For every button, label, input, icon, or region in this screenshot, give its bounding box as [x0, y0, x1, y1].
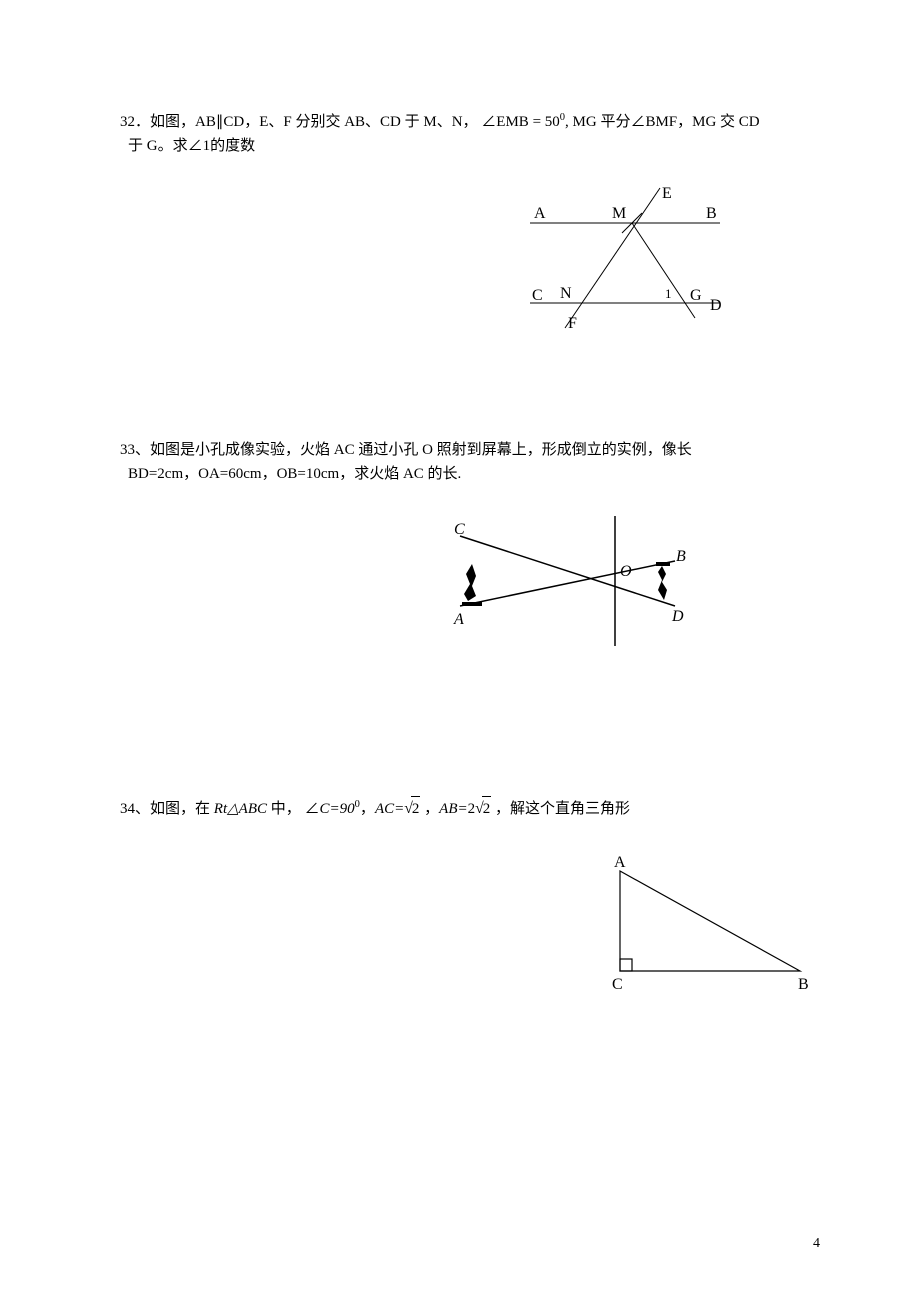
problem-33-text: 33、如图是小孔成像实验，火焰 AC 通过小孔 O 照射到屏幕上，形成倒立的实例…: [120, 438, 820, 486]
p34-k: ，: [420, 801, 439, 817]
p32-text-a: 如图，AB∥CD，E、F 分别交 AB、CD 于 M、N， ∠: [150, 114, 496, 130]
p32-num: 32．: [120, 114, 150, 130]
p34-ABC: ABC: [239, 801, 267, 817]
p33-num: 33、: [120, 442, 150, 458]
p34-C90: C=90: [320, 801, 355, 817]
page: 32．如图，AB∥CD，E、F 分别交 AB、CD 于 M、N， ∠EMB = …: [0, 0, 920, 1001]
p34-a: 如图，在: [150, 801, 214, 817]
fig34-B: B: [798, 976, 809, 993]
p33-line2: BD=2cm，OA=60cm，OB=10cm，求火焰 AC 的长.: [120, 462, 820, 486]
p34-AB: AB=: [439, 801, 467, 817]
fig32-angle1: 1: [665, 286, 672, 301]
fig34-C: C: [612, 976, 623, 993]
p34-sqrt2-2: √2: [475, 796, 491, 821]
figure-33: C A O B D: [420, 506, 700, 656]
p34-e: 中， ∠: [267, 801, 320, 817]
fig32-F: F: [568, 315, 577, 332]
flame-right-icon: [656, 562, 670, 600]
p34-sqrt2-1: √2: [404, 796, 420, 821]
fig32-C: C: [532, 287, 543, 304]
p34-coef2: 2: [468, 801, 476, 817]
problem-32: 32．如图，AB∥CD，E、F 分别交 AB、CD 于 M、N， ∠EMB = …: [120, 110, 820, 338]
p32-line2: 于 G。求∠1的度数: [120, 134, 820, 158]
p34-o: ，解这个直角三角形: [491, 801, 630, 817]
fig32-D: D: [710, 297, 722, 314]
flame-left-icon: [462, 564, 482, 606]
p34-h: ，: [360, 801, 375, 817]
fig33-A: A: [453, 611, 464, 628]
fig32-N: N: [560, 285, 572, 302]
problem-33: 33、如图是小孔成像实验，火焰 AC 通过小孔 O 照射到屏幕上，形成倒立的实例…: [120, 438, 820, 656]
fig33-O: O: [620, 563, 632, 580]
fig34-A: A: [614, 854, 626, 871]
fig32-M: M: [612, 205, 626, 222]
p34-num: 34、: [120, 801, 150, 817]
p34-Rt: Rt: [214, 801, 227, 817]
page-number: 4: [813, 1236, 820, 1252]
p33-text-a: 如图是小孔成像实验，火焰 AC 通过小孔 O 照射到屏幕上，形成倒立的实例，像长: [150, 442, 692, 458]
fig32-B: B: [706, 205, 717, 222]
fig33-B: B: [676, 548, 686, 565]
p32-text-c: = 50: [529, 114, 560, 130]
p34-tri: △: [227, 801, 239, 817]
problem-34: 34、如图，在 Rt△ABC 中， ∠C=900，AC=√2 ，AB=2√2 ，…: [120, 796, 820, 1001]
fig33-C: C: [454, 521, 465, 538]
problem-34-text: 34、如图，在 Rt△ABC 中， ∠C=900，AC=√2 ，AB=2√2 ，…: [120, 796, 820, 821]
fig32-G: G: [690, 287, 702, 304]
figure-34: A C B: [600, 851, 820, 1001]
fig32-A: A: [534, 205, 546, 222]
p32-text-b: EMB: [496, 114, 529, 130]
problem-32-text: 32．如图，AB∥CD，E、F 分别交 AB、CD 于 M、N， ∠EMB = …: [120, 110, 820, 158]
p34-AC: AC=: [375, 801, 404, 817]
fig33-D: D: [671, 608, 684, 625]
fig32-E: E: [662, 185, 672, 202]
p32-text-e: , MG 平分∠BMF，MG 交 CD: [565, 114, 760, 130]
figure-32: A B C D E F M N G 1: [510, 178, 740, 338]
